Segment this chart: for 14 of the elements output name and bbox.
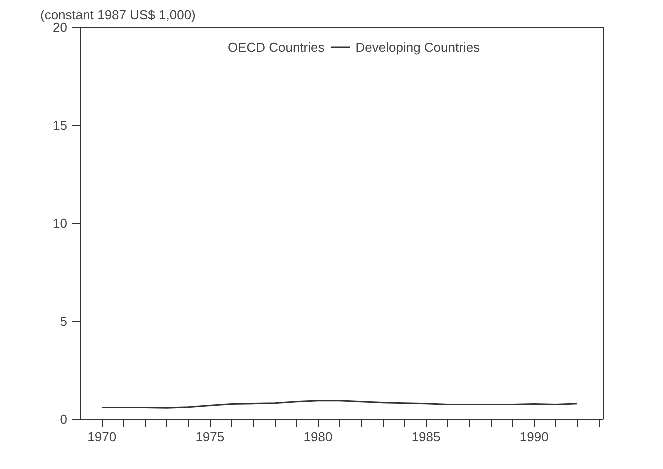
x-tick-label: 1990: [520, 430, 549, 444]
x-tick-label: 1980: [304, 430, 333, 444]
x-tick-label: 1970: [88, 430, 117, 444]
y-tick-label: 20: [53, 20, 68, 35]
x-tick-label: 1985: [412, 430, 441, 444]
y-tick-label: 0: [60, 412, 68, 427]
text: OECD Countries: [228, 40, 325, 54]
y-tick-label: 10: [53, 216, 68, 231]
y-tick-label: 5: [60, 314, 68, 329]
line-series: [101, 400, 578, 409]
x-tick-label: 1975: [196, 430, 225, 444]
legend-label: Developing Countries: [356, 40, 480, 54]
y-tick-label: 15: [53, 118, 68, 133]
chart-title: (constant 1987 US$ 1,000): [40, 8, 196, 22]
